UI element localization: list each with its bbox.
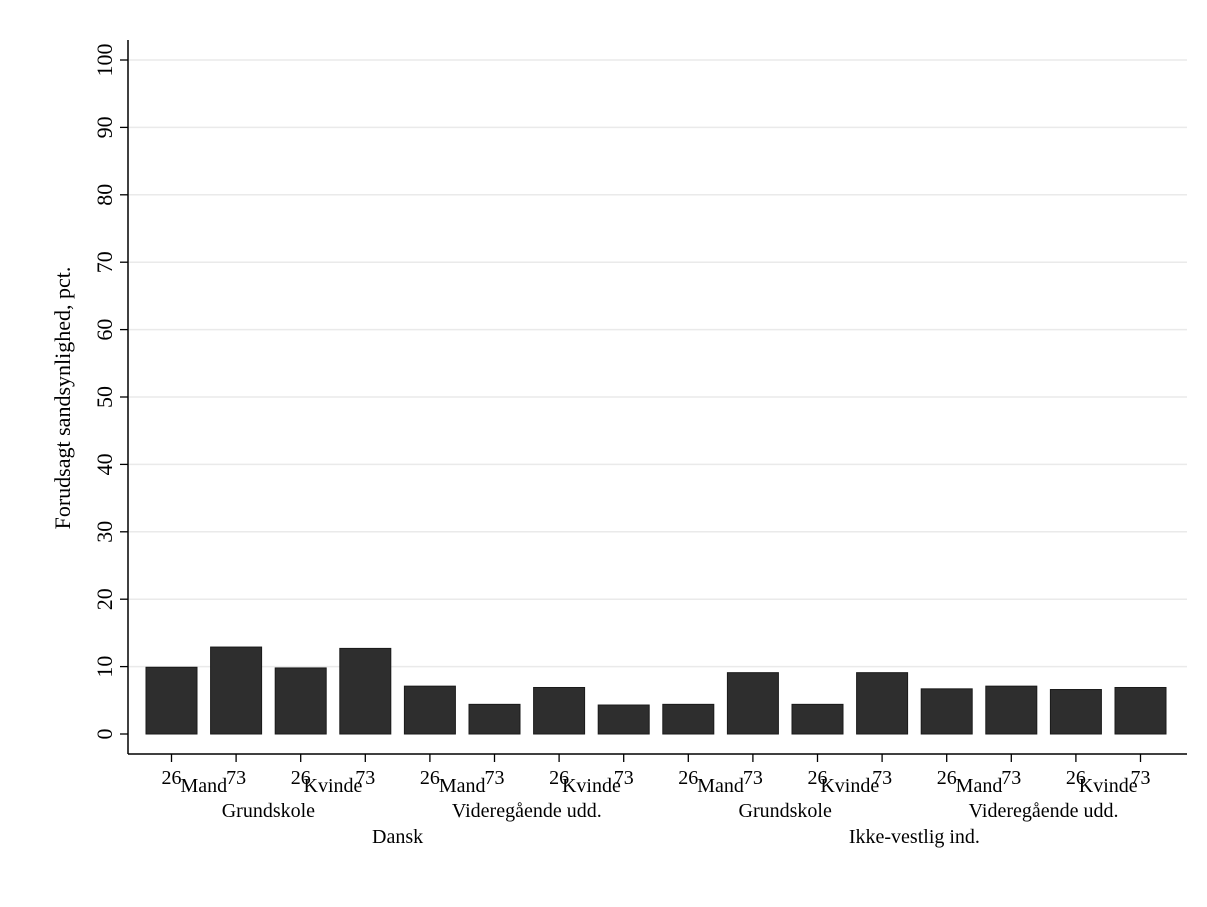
x-group-label-sex: Mand: [180, 775, 227, 797]
x-tick-label: 73: [226, 767, 246, 789]
y-tick-label: 90: [92, 116, 117, 138]
x-tick-label: 73: [743, 767, 763, 789]
gridlines: [129, 59, 1187, 668]
bar: [856, 672, 909, 735]
y-tick-label: 20: [92, 588, 117, 610]
x-tick-label: 73: [1001, 767, 1021, 789]
x-tick-label: 73: [1131, 767, 1151, 789]
x-group-label-sex: Kvinde: [820, 775, 879, 797]
bar: [339, 647, 392, 735]
bar: [985, 685, 1038, 735]
bar: [662, 703, 715, 735]
y-tick-label: 60: [92, 319, 117, 341]
x-group-label-sex: Mand: [956, 775, 1003, 797]
bar: [210, 646, 263, 735]
x-group-label-sex: Kvinde: [562, 775, 621, 797]
bar: [1114, 686, 1167, 735]
bar: [274, 667, 327, 735]
x-tick-label: 73: [614, 767, 634, 789]
y-tick-label: 80: [92, 184, 117, 206]
y-tick-label: 0: [92, 729, 117, 740]
y-axis-title: Forudsagt sandsynlighed, pct.: [50, 267, 75, 530]
x-group-label-education: Grundskole: [222, 800, 315, 822]
x-tick-label: 26: [937, 767, 957, 789]
x-tick-label: 26: [808, 767, 828, 789]
x-group-label-sex: Mand: [439, 775, 486, 797]
x-tick-label: 73: [485, 767, 505, 789]
bar: [403, 685, 456, 735]
x-tick-label: 26: [162, 767, 182, 789]
bar: [1049, 689, 1102, 735]
x-group-label-education: Videregående udd.: [969, 800, 1119, 822]
x-tick-label: 26: [549, 767, 569, 789]
x-group-label-sex: Kvinde: [304, 775, 363, 797]
x-group-label-education: Grundskole: [739, 800, 832, 822]
x-group-label-origin: Dansk: [372, 826, 423, 848]
bar: [597, 704, 650, 735]
x-group-label-origin: Ikke-vestlig ind.: [849, 826, 980, 848]
y-tick-label: 100: [92, 44, 117, 77]
x-group-label-education: Videregående udd.: [452, 800, 602, 822]
y-tick-label: 10: [92, 656, 117, 678]
y-tick-label: 50: [92, 386, 117, 408]
bar: [726, 672, 779, 735]
x-tick-label: 73: [355, 767, 375, 789]
bar: [468, 703, 521, 735]
bars: [145, 646, 1167, 735]
x-tick-label: 73: [872, 767, 892, 789]
bar: [791, 703, 844, 735]
y-tick-label: 30: [92, 521, 117, 543]
bar: [920, 688, 973, 735]
labels: 0 10 20 30 40 50 60 70 80 90 100 26 73 26 73 26 73 26 73 26…: [92, 44, 1151, 849]
bar: [533, 686, 586, 735]
axes: [120, 40, 1187, 762]
y-tick-label: 70: [92, 251, 117, 273]
x-tick-label: 26: [678, 767, 698, 789]
x-tick-label: 26: [420, 767, 440, 789]
y-tick-label: 40: [92, 453, 117, 475]
x-group-label-sex: Mand: [697, 775, 744, 797]
bar: [145, 666, 198, 735]
x-tick-label: 26: [1066, 767, 1086, 789]
x-group-label-sex: Kvinde: [1079, 775, 1138, 797]
x-tick-label: 26: [291, 767, 311, 789]
